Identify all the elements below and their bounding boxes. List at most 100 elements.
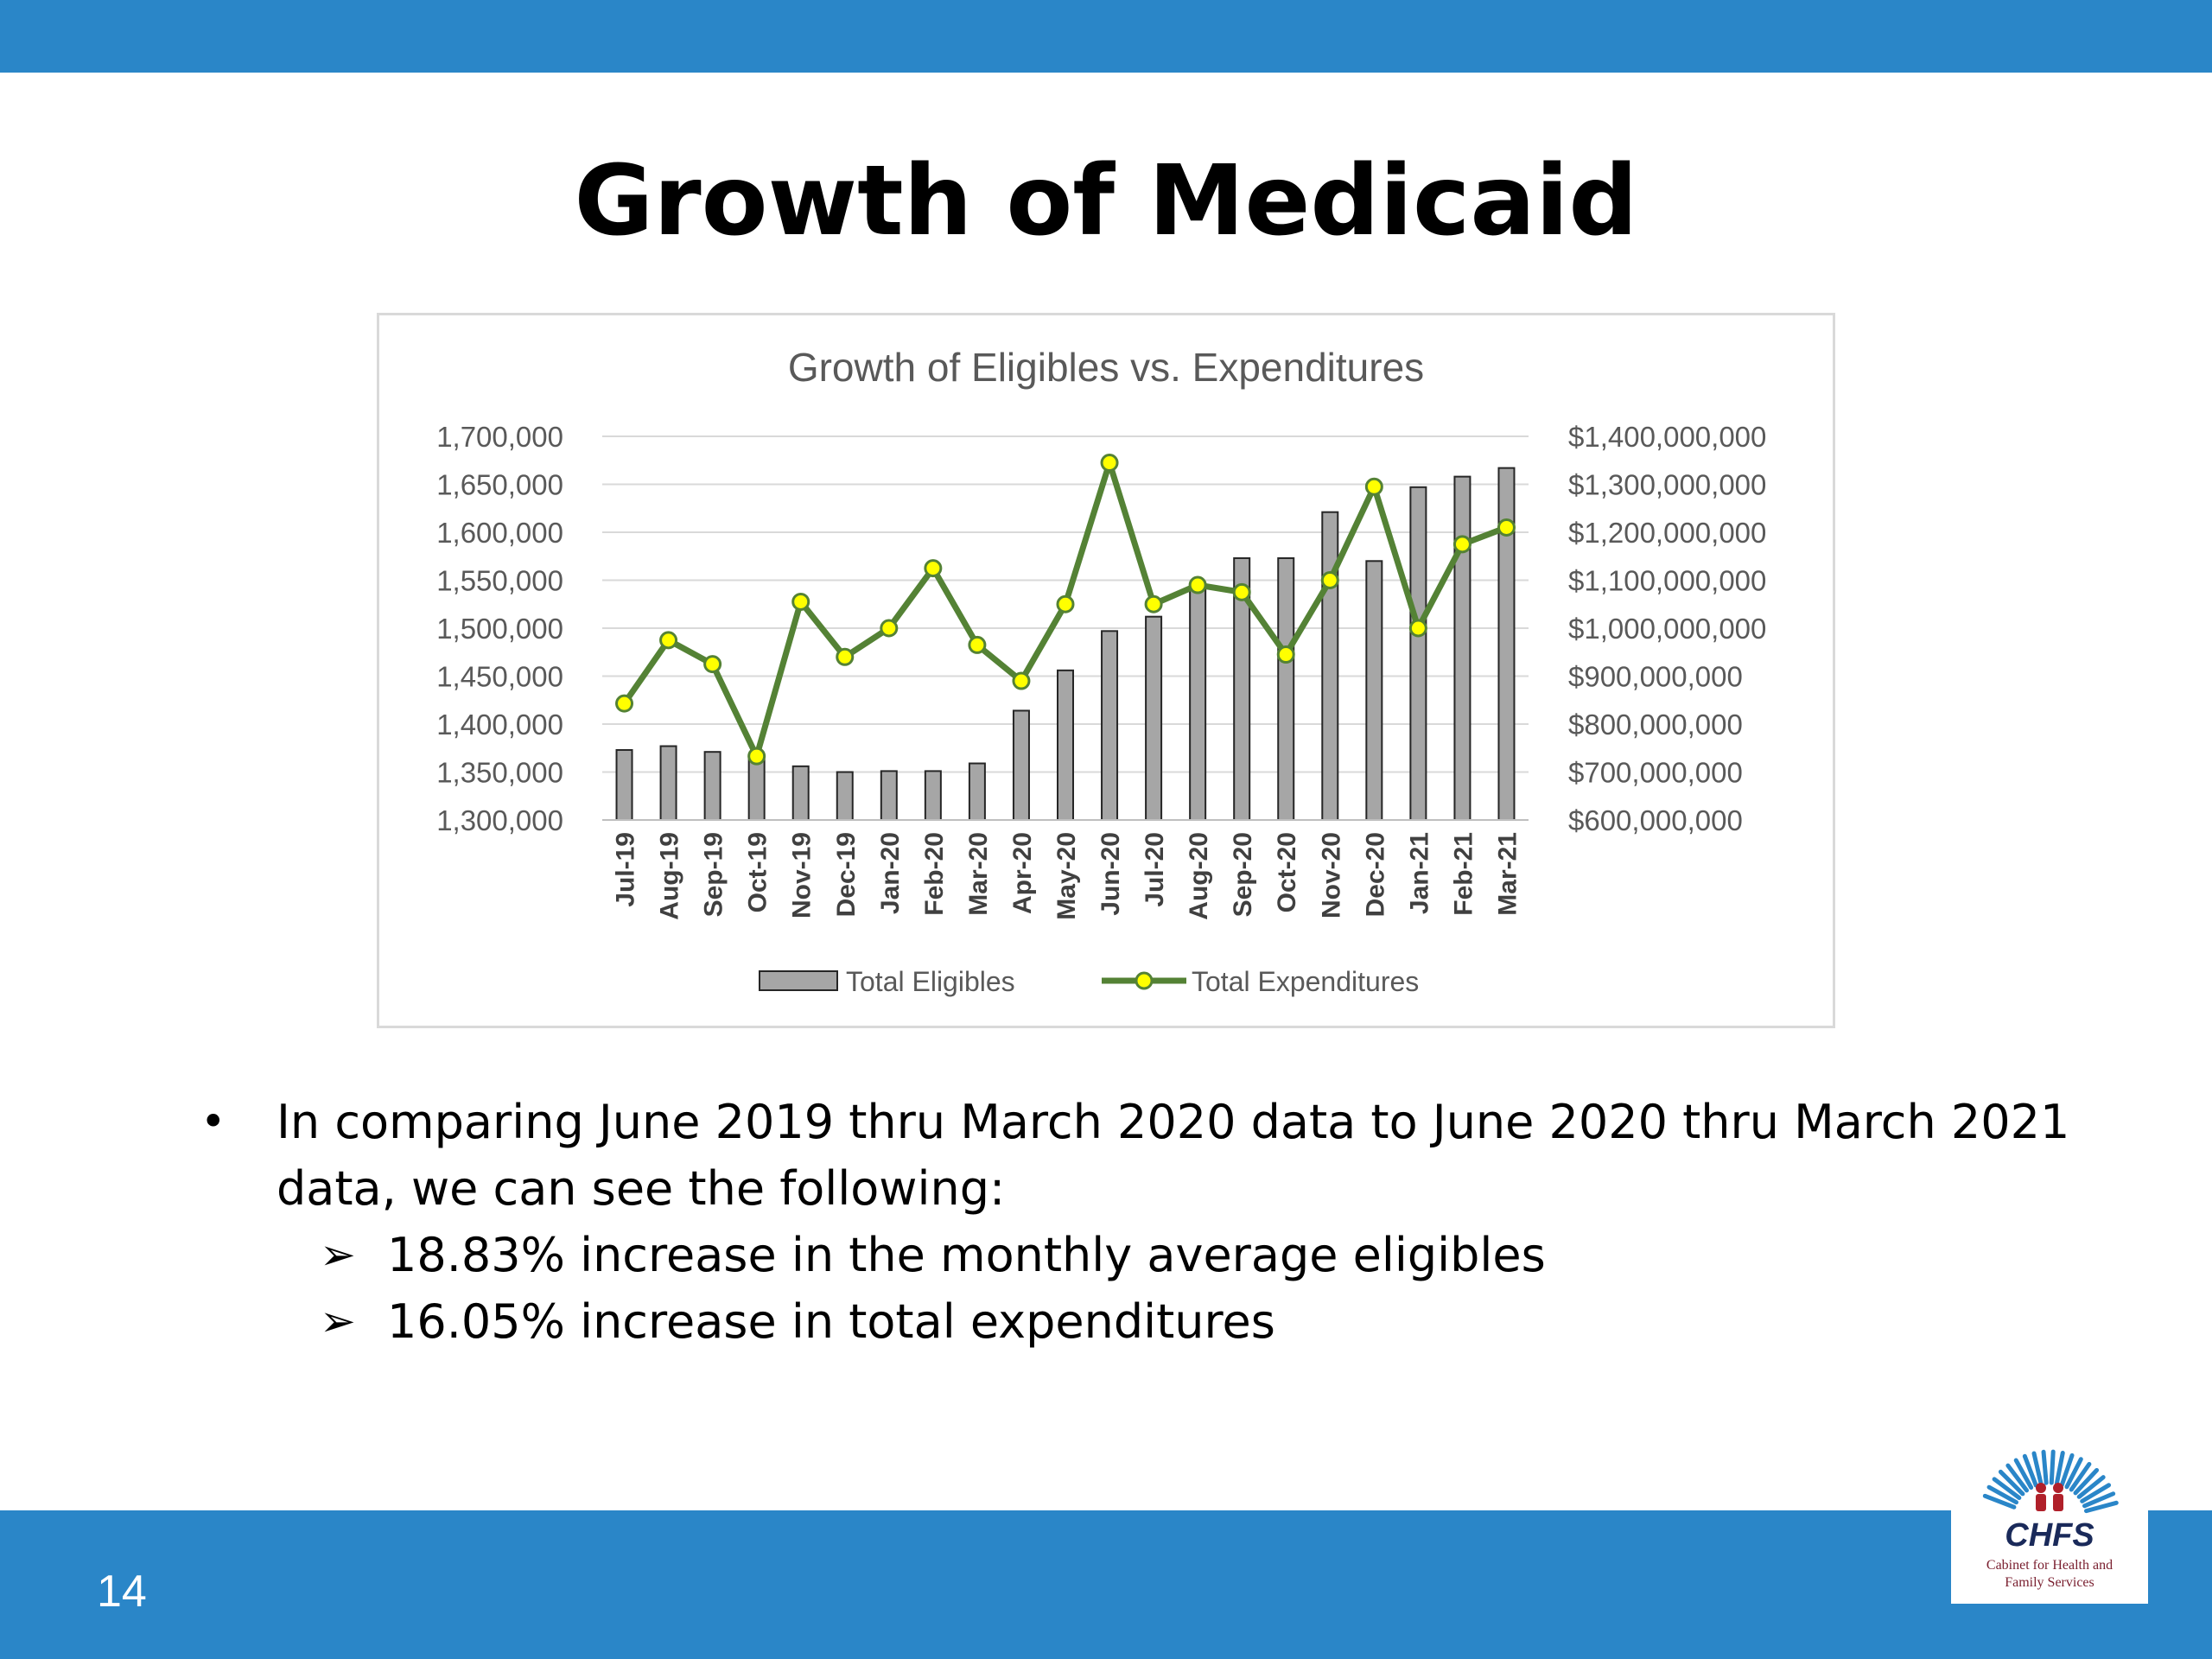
point-total-expenditures [659, 631, 678, 650]
point-total-expenditures [880, 619, 899, 638]
x-axis-ticks: Jul-19 Aug-19 Sep-19 Oct-19 Nov-19 Dec-19 Jan-… [602, 819, 1529, 920]
logo-subtitle-line2: Family Services [2005, 1575, 2094, 1590]
bar-series-layer [615, 467, 1516, 822]
bar-total-eligibles [791, 765, 810, 822]
x-tick-label: May-20 [1052, 832, 1081, 920]
point-total-expenditures [1452, 535, 1471, 554]
x-tick-label: Nov-20 [1317, 832, 1345, 918]
bar-total-eligibles [1365, 560, 1383, 821]
right-tick-label: $1,400,000,000 [1568, 421, 1766, 453]
point-total-expenditures [1012, 671, 1031, 690]
bar-total-eligibles [836, 771, 854, 821]
bar-total-eligibles [615, 748, 633, 821]
bar-total-eligibles [968, 762, 986, 822]
bar-total-eligibles [1409, 486, 1427, 822]
sunburst-ray [1998, 1469, 2025, 1497]
left-axis-ticks: 1,300,000 1,350,000 1,400,000 1,450,000 1,50… [436, 421, 563, 836]
left-tick-label: 1,700,000 [436, 421, 563, 453]
bar-total-eligibles [747, 756, 766, 822]
point-total-expenditures [1100, 454, 1119, 473]
bar-total-eligibles [1189, 584, 1207, 821]
sunburst-ray [2080, 1483, 2112, 1503]
left-tick-label: 1,550,000 [436, 565, 563, 597]
point-total-expenditures [1144, 594, 1163, 613]
sub-bullet-1: ➢ 18.83% increase in the monthly average… [200, 1222, 2101, 1288]
top-band [0, 0, 2212, 73]
right-tick-label: $1,200,000,000 [1568, 517, 1766, 549]
legend-label-expenditures: Total Expenditures [1192, 966, 1419, 997]
point-total-expenditures [615, 694, 634, 713]
sunburst-ray [2059, 1452, 2075, 1487]
x-tick-label: Dec-19 [832, 832, 861, 917]
chart-frame: Growth of Eligibles vs. Expenditures 1,3… [377, 313, 1835, 1028]
chart-svg: Growth of Eligibles vs. Expenditures 1,3… [436, 345, 1766, 997]
bar-total-eligibles [1453, 475, 1471, 821]
x-tick-label: Mar-21 [1493, 832, 1522, 916]
left-tick-label: 1,450,000 [436, 661, 563, 693]
sunburst-ray [2069, 1461, 2092, 1492]
x-tick-label: Aug-19 [656, 832, 684, 920]
left-tick-label: 1,600,000 [436, 517, 563, 549]
bullet-main: • In comparing June 2019 thru March 2020… [200, 1089, 2101, 1222]
sunburst-ray [2022, 1453, 2038, 1488]
bullet-list: • In comparing June 2019 thru March 2020… [200, 1089, 2101, 1355]
x-tick-label: Feb-21 [1449, 832, 1478, 916]
bullet-main-line2: data, we can see the following: [276, 1161, 1006, 1216]
point-total-expenditures [1232, 582, 1251, 601]
point-total-expenditures [1276, 645, 1295, 664]
arrow-bullet-icon: ➢ [320, 1230, 356, 1280]
bar-total-eligibles [1321, 511, 1339, 821]
x-tick-label: Oct-20 [1273, 832, 1301, 912]
bar-total-eligibles [1101, 630, 1119, 821]
point-total-expenditures [1497, 518, 1516, 537]
bar-total-eligibles [659, 745, 677, 821]
legend-swatch-bar [759, 970, 838, 991]
sunburst-ray [2041, 1449, 2049, 1485]
line-series-layer [615, 454, 1516, 766]
bullet-dot-icon: • [200, 1096, 226, 1147]
x-tick-label: Jan-21 [1405, 832, 1433, 914]
right-tick-label: $1,100,000,000 [1568, 565, 1766, 597]
point-total-expenditures [747, 747, 766, 766]
sunburst-ray [2082, 1491, 2116, 1509]
point-total-expenditures [968, 635, 987, 654]
right-tick-label: $1,000,000,000 [1568, 613, 1766, 645]
sunburst-ray [2031, 1451, 2044, 1486]
x-tick-label: Apr-20 [1008, 832, 1037, 914]
sunburst-ray [2076, 1475, 2106, 1499]
bar-total-eligibles [1277, 556, 1295, 821]
logo-name: CHFS [2005, 1517, 2094, 1554]
bar-total-eligibles [1145, 615, 1163, 821]
sub-bullet-text: 16.05% increase in total expenditures [387, 1294, 1275, 1349]
x-tick-label: Sep-19 [700, 832, 728, 917]
slide-title: Growth of Medicaid [574, 145, 1638, 257]
x-tick-label: Aug-20 [1185, 832, 1213, 920]
right-tick-label: $600,000,000 [1568, 804, 1743, 836]
sunburst-ray [1982, 1493, 2017, 1510]
x-tick-label: Jan-20 [876, 832, 905, 914]
x-tick-label: Nov-19 [788, 832, 817, 918]
page-number: 14 [97, 1567, 147, 1617]
sunburst-ray [2064, 1457, 2083, 1490]
arrow-bullet-icon: ➢ [320, 1296, 356, 1346]
chfs-logo: CHFS Cabinet for Health and Family Servi… [1951, 1438, 2148, 1604]
sunburst-ray [1986, 1484, 2019, 1505]
bar-total-eligibles [703, 751, 721, 821]
left-tick-label: 1,300,000 [436, 804, 563, 836]
sunburst-ray [2049, 1449, 2056, 1485]
point-total-expenditures [703, 655, 722, 674]
point-total-expenditures [924, 559, 943, 578]
logo-subtitle-line1: Cabinet for Health and [1986, 1558, 2113, 1573]
x-tick-label: Oct-19 [744, 832, 772, 912]
bar-total-eligibles [880, 770, 898, 822]
left-tick-label: 1,350,000 [436, 757, 563, 789]
bar-total-eligibles [1057, 669, 1074, 821]
x-tick-label: Dec-20 [1361, 832, 1389, 917]
chart-legend: Total Eligibles Total Expenditures [759, 966, 1419, 997]
sunburst-ray [1992, 1477, 2022, 1501]
left-tick-label: 1,650,000 [436, 469, 563, 501]
x-tick-label: Sep-20 [1229, 832, 1257, 917]
sunburst-ray [2005, 1463, 2030, 1493]
bullet-main-line1: In comparing June 2019 thru March 2020 d… [276, 1095, 2070, 1149]
legend-swatch-marker [1135, 971, 1154, 990]
